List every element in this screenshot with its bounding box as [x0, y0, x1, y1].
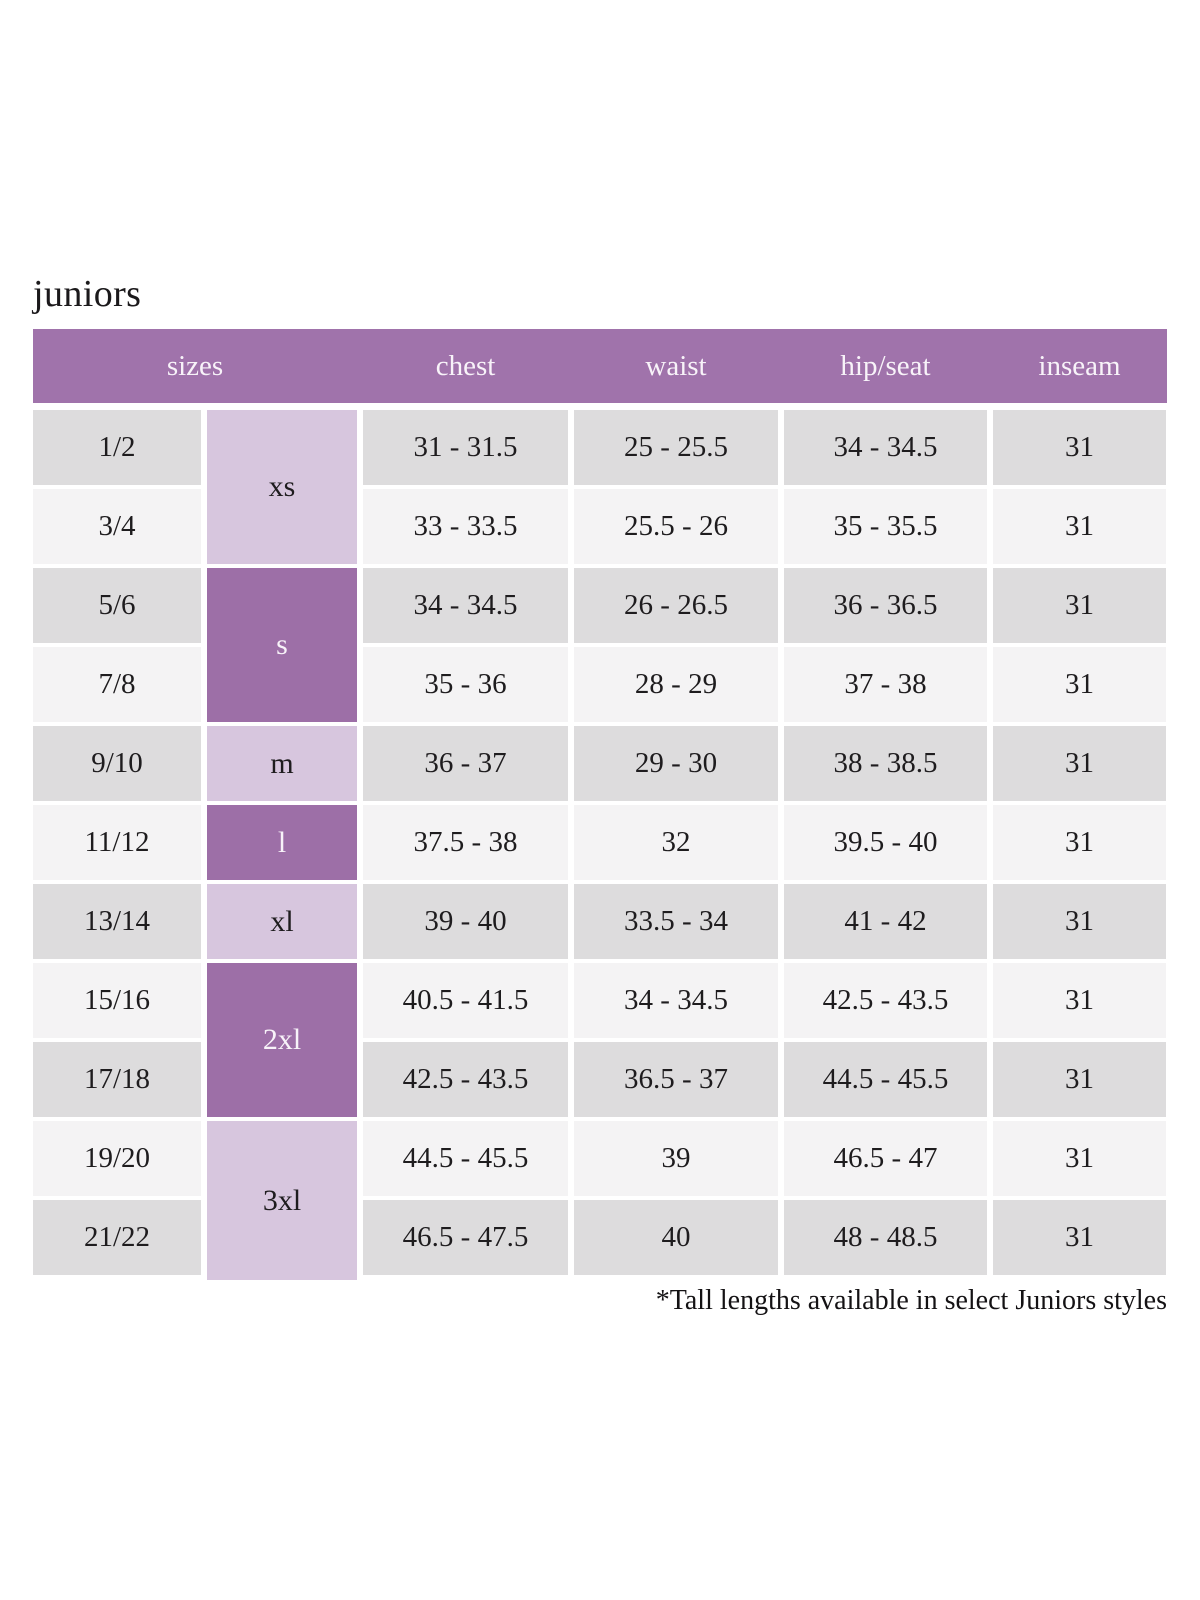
- size-cell: 17/18: [33, 1042, 201, 1117]
- page-title: juniors: [33, 273, 142, 315]
- inseam-cell: 31: [993, 410, 1166, 485]
- hip-seat-cell: 34 - 34.5: [784, 410, 987, 485]
- column-header-hip-seat: hip/seat: [840, 349, 931, 382]
- hip-seat-cell: 44.5 - 45.5: [784, 1042, 987, 1117]
- column-header-chest: chest: [435, 349, 496, 382]
- waist-cell: 25 - 25.5: [574, 410, 778, 485]
- column-header-waist: waist: [645, 349, 707, 382]
- waist-cell: 25.5 - 26: [574, 489, 778, 564]
- chest-cell: 44.5 - 45.5: [363, 1121, 568, 1196]
- size-cell: 3/4: [33, 489, 201, 564]
- hip-seat-cell: 38 - 38.5: [784, 726, 987, 801]
- inseam-cell: 31: [993, 568, 1166, 643]
- size-group-xl: xl: [207, 884, 357, 959]
- table-body: 1/2 31 - 31.5 25 - 25.5 34 - 34.5 31 3/4 33 - …: [33, 410, 1167, 1280]
- chest-cell: 36 - 37: [363, 726, 568, 801]
- inseam-cell: 31: [993, 726, 1166, 801]
- waist-cell: 39: [574, 1121, 778, 1196]
- inseam-cell: 31: [993, 1121, 1166, 1196]
- size-cell: 15/16: [33, 963, 201, 1038]
- inseam-cell: 31: [993, 1200, 1166, 1275]
- waist-cell: 32: [574, 805, 778, 880]
- inseam-cell: 31: [993, 884, 1166, 959]
- chest-cell: 34 - 34.5: [363, 568, 568, 643]
- size-group-l: l: [207, 805, 357, 880]
- size-cell: 5/6: [33, 568, 201, 643]
- waist-cell: 36.5 - 37: [574, 1042, 778, 1117]
- column-header-sizes: sizes: [166, 349, 224, 382]
- hip-seat-cell: 42.5 - 43.5: [784, 963, 987, 1038]
- size-cell: 21/22: [33, 1200, 201, 1275]
- size-group-2xl: 2xl: [207, 963, 357, 1117]
- size-cell: 1/2: [33, 410, 201, 485]
- hip-seat-cell: 41 - 42: [784, 884, 987, 959]
- size-group-3xl: 3xl: [207, 1121, 357, 1280]
- size-cell: 13/14: [33, 884, 201, 959]
- waist-cell: 40: [574, 1200, 778, 1275]
- chest-cell: 31 - 31.5: [363, 410, 568, 485]
- footnote: *Tall lengths available in select Junior…: [655, 1285, 1167, 1316]
- chest-cell: 42.5 - 43.5: [363, 1042, 568, 1117]
- size-cell: 7/8: [33, 647, 201, 722]
- size-group-m: m: [207, 726, 357, 801]
- hip-seat-cell: 36 - 36.5: [784, 568, 987, 643]
- column-header-inseam: inseam: [1038, 349, 1121, 382]
- inseam-cell: 31: [993, 647, 1166, 722]
- juniors-size-table: sizes chest waist hip/seat inseam 1/2 31 …: [33, 329, 1167, 1280]
- table-header-row: sizes chest waist hip/seat inseam: [33, 329, 1167, 403]
- hip-seat-cell: 48 - 48.5: [784, 1200, 987, 1275]
- chest-cell: 39 - 40: [363, 884, 568, 959]
- chest-cell: 33 - 33.5: [363, 489, 568, 564]
- inseam-cell: 31: [993, 489, 1166, 564]
- chest-cell: 37.5 - 38: [363, 805, 568, 880]
- size-group-xs: xs: [207, 410, 357, 564]
- waist-cell: 26 - 26.5: [574, 568, 778, 643]
- inseam-cell: 31: [993, 805, 1166, 880]
- waist-cell: 29 - 30: [574, 726, 778, 801]
- waist-cell: 34 - 34.5: [574, 963, 778, 1038]
- size-cell: 19/20: [33, 1121, 201, 1196]
- page: juniors sizes chest waist hip/seat insea…: [33, 273, 1167, 1316]
- hip-seat-cell: 37 - 38: [784, 647, 987, 722]
- hip-seat-cell: 35 - 35.5: [784, 489, 987, 564]
- waist-cell: 33.5 - 34: [574, 884, 778, 959]
- size-cell: 9/10: [33, 726, 201, 801]
- inseam-cell: 31: [993, 963, 1166, 1038]
- hip-seat-cell: 46.5 - 47: [784, 1121, 987, 1196]
- hip-seat-cell: 39.5 - 40: [784, 805, 987, 880]
- waist-cell: 28 - 29: [574, 647, 778, 722]
- chest-cell: 46.5 - 47.5: [363, 1200, 568, 1275]
- size-cell: 11/12: [33, 805, 201, 880]
- chest-cell: 40.5 - 41.5: [363, 963, 568, 1038]
- inseam-cell: 31: [993, 1042, 1166, 1117]
- chest-cell: 35 - 36: [363, 647, 568, 722]
- size-group-s: s: [207, 568, 357, 722]
